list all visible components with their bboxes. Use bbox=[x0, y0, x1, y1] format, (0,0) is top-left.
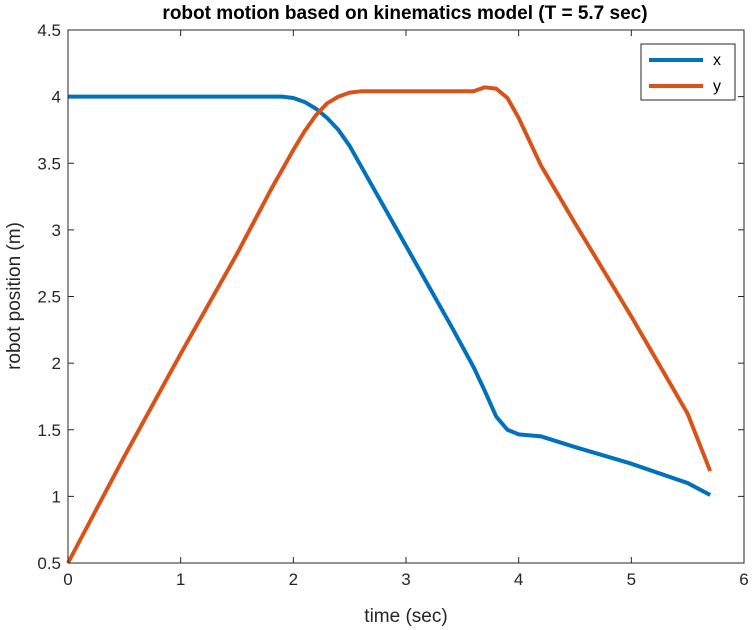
x-axis-label: time (sec) bbox=[364, 606, 447, 627]
axes-box bbox=[67, 29, 745, 564]
legend: xy bbox=[640, 43, 736, 101]
chart-title: robot motion based on kinematics model (… bbox=[162, 3, 647, 24]
legend-label-x: x bbox=[713, 52, 721, 69]
plot-area bbox=[68, 30, 744, 563]
y-axis-label: robot position (m) bbox=[4, 222, 25, 370]
x-tick-label: 2 bbox=[289, 570, 298, 589]
y-tick-label: 3.5 bbox=[37, 154, 61, 173]
x-tick-label: 4 bbox=[514, 570, 523, 589]
y-tick-label: 1 bbox=[52, 487, 61, 506]
series-line-x bbox=[68, 94, 712, 497]
x-tick-label: 1 bbox=[176, 570, 185, 589]
legend-box bbox=[640, 43, 736, 101]
y-tick-label: 0.5 bbox=[37, 554, 61, 573]
x-tick-label: 6 bbox=[739, 570, 748, 589]
x-tick-label: 3 bbox=[401, 570, 410, 589]
y-tick-label: 4.5 bbox=[37, 21, 61, 40]
axis-ticks: 0 1 2 3 4 5 6 0.5 1 1.5 2 2.5 3 3.5 4 4.5 bbox=[37, 21, 748, 589]
series-line-y bbox=[66, 85, 713, 564]
y-tick-label: 4 bbox=[52, 88, 61, 107]
y-tick-label: 2 bbox=[52, 354, 61, 373]
legend-label-y: y bbox=[713, 78, 721, 95]
y-tick-label: 2.5 bbox=[37, 288, 61, 307]
series-lines bbox=[66, 85, 713, 564]
y-tick-label: 3 bbox=[52, 221, 61, 240]
y-tick-label: 1.5 bbox=[37, 421, 61, 440]
x-tick-label: 0 bbox=[63, 570, 72, 589]
x-tick-label: 5 bbox=[627, 570, 636, 589]
